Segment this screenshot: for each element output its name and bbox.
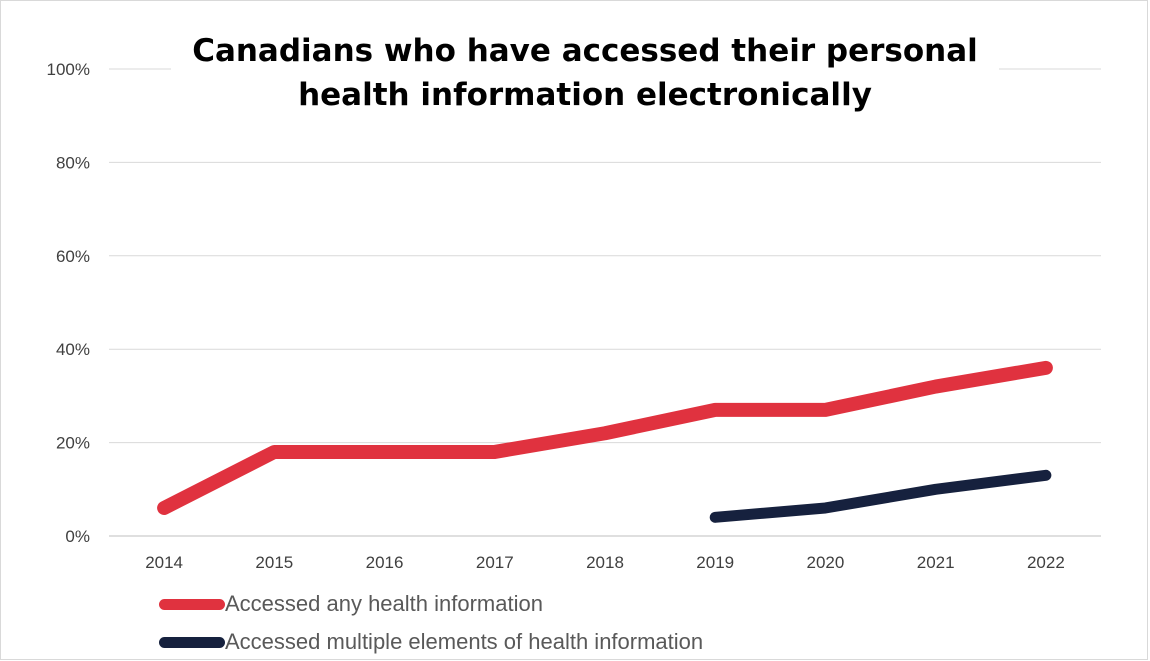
y-tick-label: 80% (56, 153, 90, 172)
legend-swatch-any (159, 598, 225, 610)
x-tick-label: 2016 (366, 553, 404, 572)
chart-title: Canadians who have accessed their person… (171, 29, 999, 117)
y-tick-label: 60% (56, 247, 90, 266)
x-tick-label: 2018 (586, 553, 624, 572)
x-axis-ticks: 2014 2015 2016 2017 2018 2019 2020 2021 2022 (145, 553, 1065, 572)
y-tick-label: 40% (56, 340, 90, 359)
y-axis-ticks: 0% 20% 40% 60% 80% 100% (47, 60, 90, 546)
legend-label-any: Accessed any health information (225, 591, 543, 616)
chart-title-line-2: health information electronically (298, 77, 872, 113)
legend-label-multiple: Accessed multiple elements of health inf… (225, 629, 704, 654)
legend-swatch-multiple (159, 636, 225, 648)
x-tick-label: 2014 (145, 553, 183, 572)
x-tick-label: 2015 (255, 553, 293, 572)
y-tick-label: 20% (56, 434, 90, 453)
x-tick-label: 2020 (807, 553, 845, 572)
x-tick-label: 2019 (696, 553, 734, 572)
legend: Accessed any health information Accessed… (159, 585, 703, 661)
legend-item-any: Accessed any health information (159, 585, 703, 623)
x-tick-label: 2022 (1027, 553, 1065, 572)
series-line-multiple (709, 469, 1052, 523)
series-line-any (157, 360, 1053, 515)
chart-title-line-1: Canadians who have accessed their person… (192, 33, 978, 69)
x-tick-label: 2017 (476, 553, 514, 572)
y-tick-label: 100% (47, 60, 90, 79)
legend-item-multiple: Accessed multiple elements of health inf… (159, 623, 703, 661)
x-tick-label: 2021 (917, 553, 955, 572)
y-tick-label: 0% (65, 527, 90, 546)
series-lines (157, 360, 1053, 523)
